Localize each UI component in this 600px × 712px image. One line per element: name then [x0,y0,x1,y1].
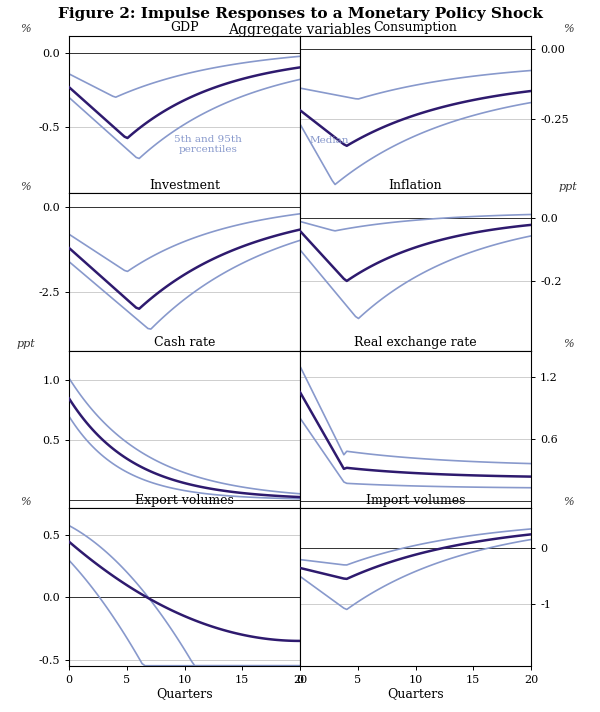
Text: ppt: ppt [16,339,35,350]
Text: Aggregate variables: Aggregate variables [229,23,371,37]
Title: Consumption: Consumption [374,21,457,34]
Text: %: % [20,182,31,192]
Text: %: % [563,24,574,34]
Title: GDP: GDP [170,21,199,34]
Text: Median: Median [309,136,349,145]
Title: Export volumes: Export volumes [135,494,234,507]
X-axis label: Quarters: Quarters [387,688,444,701]
Text: %: % [20,497,31,507]
Text: %: % [20,24,31,34]
Text: ppt: ppt [559,182,578,192]
Text: %: % [563,339,574,350]
Title: Import volumes: Import volumes [366,494,465,507]
Title: Cash rate: Cash rate [154,337,215,350]
Text: 5th and 95th
percentiles: 5th and 95th percentiles [173,135,242,155]
Text: Figure 2: Impulse Responses to a Monetary Policy Shock: Figure 2: Impulse Responses to a Monetar… [58,7,542,21]
Title: Investment: Investment [149,179,220,192]
Title: Inflation: Inflation [389,179,442,192]
Title: Real exchange rate: Real exchange rate [354,337,477,350]
Text: %: % [563,497,574,507]
X-axis label: Quarters: Quarters [156,688,213,701]
